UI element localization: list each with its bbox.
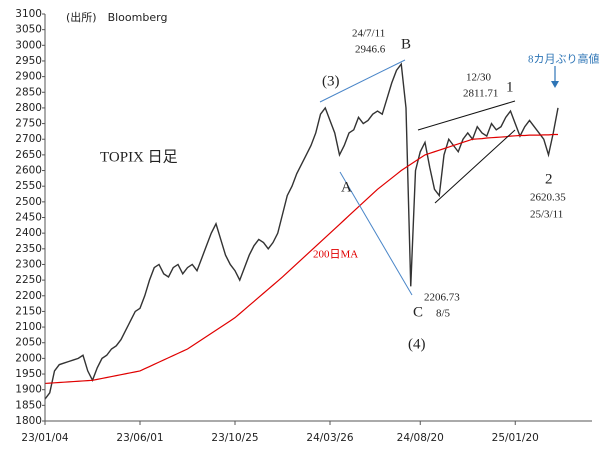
y-tick-label: 2150: [15, 305, 42, 317]
annotation: 2946.6: [355, 44, 386, 56]
annotation: 2: [545, 171, 553, 187]
y-tick-label: 2550: [15, 180, 42, 192]
x-tick-label: 24/08/20: [397, 432, 444, 444]
arrow-head: [551, 81, 559, 88]
annotation: 12/30: [466, 72, 492, 84]
x-tick-label: 23/10/25: [211, 432, 258, 444]
annotation: (4): [408, 336, 426, 352]
annotation: 8カ月ぶり高値: [528, 52, 600, 66]
annotation: 8/5: [436, 308, 451, 320]
y-tick-label: 1850: [15, 399, 42, 411]
y-tick-label: 2100: [15, 321, 42, 333]
y-tick-label: 2950: [15, 55, 42, 67]
y-tick-label: 2800: [15, 102, 42, 114]
y-tick-label: 2750: [15, 118, 42, 130]
annotation: A: [341, 179, 352, 195]
y-tick-label: 2400: [15, 227, 42, 239]
series-line: [44, 133, 558, 385]
annotation: 24/7/11: [352, 28, 385, 40]
trend-line: [319, 59, 406, 103]
y-tick-label: 2250: [15, 274, 42, 286]
x-tick-label: 23/01/04: [21, 432, 68, 444]
y-tick-label: 2000: [15, 352, 42, 364]
annotation: 2620.35: [530, 192, 566, 204]
y-tick-label: 2450: [15, 212, 42, 224]
annotation: 25/3/11: [530, 209, 563, 221]
y-tick-label: 3000: [15, 39, 42, 51]
y-tick-label: 2700: [15, 133, 42, 145]
y-tick-label: 3100: [15, 8, 42, 20]
annotation: (3): [322, 73, 340, 89]
y-tick-label: 2900: [15, 71, 42, 83]
y-tick-label: 1800: [15, 415, 42, 427]
annotation: C: [413, 304, 423, 320]
y-tick-label: 2200: [15, 290, 42, 302]
y-tick-label: 2650: [15, 149, 42, 161]
trend-line: [434, 129, 516, 204]
trend-line: [339, 171, 413, 296]
x-tick-label: 23/06/01: [116, 432, 163, 444]
annotation: B: [401, 36, 411, 52]
y-tick-label: 2050: [15, 337, 42, 349]
annotation: 1: [506, 79, 514, 95]
y-tick-label: 2600: [15, 165, 42, 177]
source: (出所) Bloomberg: [66, 10, 167, 24]
x-tick-label: 25/01/20: [492, 432, 539, 444]
series-line: [44, 62, 559, 400]
trend-line: [417, 100, 516, 131]
x-tick-label: 24/03/26: [306, 432, 353, 444]
y-tick-label: 2850: [15, 86, 42, 98]
annotation: 2206.73: [424, 292, 460, 304]
y-tick-label: 2350: [15, 243, 42, 255]
y-tick-label: 3050: [15, 24, 42, 36]
y-tick-label: 1900: [15, 384, 42, 396]
y-tick-label: 2300: [15, 258, 42, 270]
chart-title: TOPIX 日足: [100, 148, 178, 165]
y-tick-label: 2500: [15, 196, 42, 208]
y-tick-label: 1950: [15, 368, 42, 380]
annotation: 200日MA: [313, 249, 358, 261]
annotation: 2811.71: [463, 88, 498, 100]
